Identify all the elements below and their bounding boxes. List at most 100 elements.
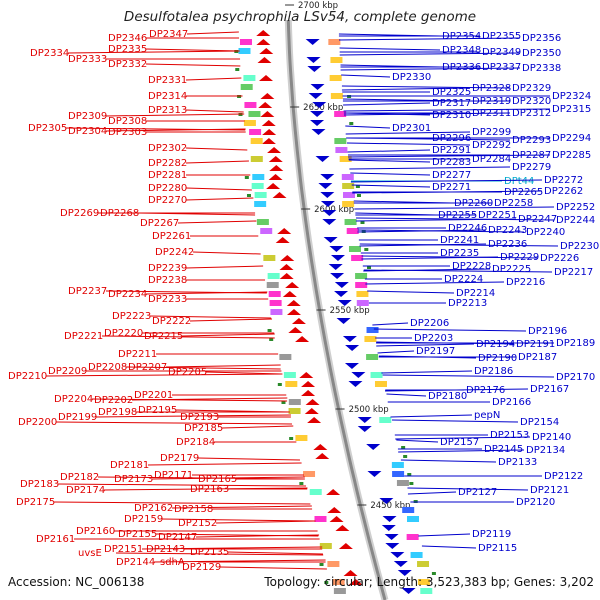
right-gene-arrow [367, 471, 382, 477]
left-marker [246, 194, 251, 197]
gene-label-right: DP2291 [432, 145, 471, 156]
gene-label-right: DP2190 [478, 353, 517, 364]
gene-label-left: DP2173 [114, 474, 153, 485]
right-feature-block [355, 273, 368, 279]
right-feature-block [420, 588, 433, 594]
right-feature-block [407, 516, 420, 522]
left-marker [324, 581, 329, 584]
left-feature-block [285, 381, 298, 387]
right-feature-block [406, 534, 419, 540]
gene-label-left: DP2143 [146, 544, 185, 555]
gene-label-left: DP2304 [68, 126, 107, 137]
gene-label-left: DP2347 [149, 29, 188, 40]
gene-label-right: DP2279 [512, 162, 551, 173]
right-gene-arrow [334, 282, 349, 288]
gene-label-right: DP2166 [492, 397, 531, 408]
right-gene-arrow [345, 345, 360, 351]
left-feature-block [332, 579, 345, 585]
right-gene-arrow [342, 336, 357, 342]
gene-label-left: DP2201 [134, 390, 173, 401]
left-feature-block [288, 408, 301, 414]
right-leader-line [367, 290, 455, 294]
gene-label-left: DP2184 [176, 437, 215, 448]
right-marker [409, 482, 414, 485]
left-feature-block [250, 138, 263, 144]
gene-label-right: DP2213 [448, 298, 487, 309]
gene-label-right: DP2262 [544, 186, 583, 197]
gene-label-right: DP2355 [482, 31, 521, 42]
right-leader-line [382, 374, 555, 378]
left-gene-arrow [301, 381, 316, 387]
right-gene-arrow [322, 219, 337, 225]
gene-label-left: DP2159 [124, 514, 163, 525]
left-marker [319, 563, 324, 566]
gene-label-right: DP2157 [440, 437, 479, 448]
left-gene-arrow [285, 282, 300, 288]
right-leader-line [372, 322, 409, 326]
right-leader-line [386, 393, 427, 397]
gene-label-right: DP2230 [560, 241, 599, 252]
right-leader-line [350, 179, 543, 183]
left-feature-block [243, 75, 256, 81]
gene-label-right: DP2134 [526, 445, 565, 456]
right-leader-line [376, 343, 475, 347]
kbp-label: 2550 kbp [330, 306, 370, 316]
left-gene-arrow [305, 399, 320, 405]
gene-label-left: DP2151 [104, 544, 143, 555]
gene-label-right: DP2252 [556, 202, 595, 213]
left-gene-arrow [307, 417, 322, 423]
right-marker [355, 185, 360, 188]
right-feature-block [356, 300, 369, 306]
left-marker [267, 329, 272, 332]
left-feature-block [327, 561, 340, 567]
right-gene-arrow [307, 66, 322, 72]
left-feature-block [239, 39, 252, 45]
right-leader-line [343, 108, 551, 112]
left-feature-block [295, 435, 308, 441]
left-leader-line [145, 48, 240, 52]
gene-label-right: DP2293 [512, 135, 551, 146]
left-feature-block [303, 471, 316, 477]
right-feature-block [329, 75, 342, 81]
right-leader-line [363, 269, 553, 273]
right-gene-arrow [312, 102, 327, 108]
left-gene-arrow [279, 273, 294, 279]
left-gene-arrow [256, 30, 271, 36]
right-leader-line [373, 328, 527, 332]
left-leader-line [227, 551, 323, 555]
right-gene-arrow [334, 291, 349, 297]
gene-label-left: DP2200 [18, 417, 57, 428]
left-feature-block [254, 201, 267, 207]
right-leader-line [340, 67, 521, 71]
left-leader-line [181, 333, 275, 337]
left-gene-arrow [262, 129, 277, 135]
gene-label-right: DP2243 [488, 225, 527, 236]
gene-label-left: DP2238 [148, 275, 187, 286]
gene-label-right: DP2217 [554, 267, 593, 278]
left-gene-arrow [329, 516, 344, 522]
left-gene-arrow [338, 543, 353, 549]
right-feature-block [342, 201, 355, 207]
right-gene-arrow [320, 201, 335, 207]
left-feature-block [244, 102, 257, 108]
gene-label-right: DP2226 [540, 253, 579, 264]
right-gene-arrow [318, 183, 333, 189]
gene-label-right: DP2189 [556, 338, 595, 349]
kbp-label: 2650 kbp [303, 103, 343, 113]
right-gene-arrow [337, 300, 352, 306]
right-leader-line [339, 37, 521, 41]
right-leader-line [395, 436, 531, 440]
gene-label-left: DP2162 [134, 503, 173, 514]
gene-label-right: DP2320 [512, 96, 551, 107]
right-feature-block [366, 354, 379, 360]
right-feature-block [355, 282, 368, 288]
right-gene-arrow [320, 192, 335, 198]
left-gene-arrow [304, 408, 319, 414]
left-feature-block [263, 255, 276, 261]
left-leader-line [103, 487, 308, 491]
right-leader-line [385, 388, 529, 392]
right-gene-arrow [330, 273, 345, 279]
right-leader-line [345, 125, 391, 129]
gene-label-left: DP2207 [128, 362, 167, 373]
right-gene-arrow [336, 318, 351, 324]
